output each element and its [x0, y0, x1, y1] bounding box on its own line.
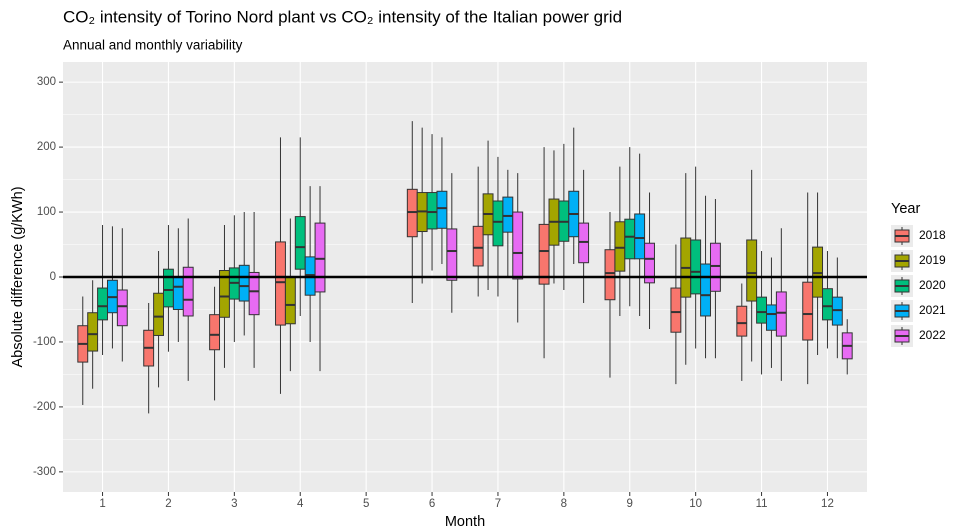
x-axis-label: Month [445, 514, 485, 530]
legend-label: 2019 [919, 253, 946, 267]
y-tick-label: 200 [37, 141, 56, 153]
legend-title: Year [891, 201, 920, 217]
box [700, 263, 711, 317]
box [275, 241, 286, 326]
y-axis-label: Absolute difference (g/KWh) [10, 186, 26, 367]
y-tick-label: -300 [33, 466, 56, 478]
box [153, 292, 165, 336]
y-tick-label: 300 [37, 76, 56, 88]
box [284, 276, 296, 325]
y-tick-label: 100 [37, 206, 56, 218]
box [472, 225, 484, 267]
y-tick-label: -100 [33, 336, 56, 348]
box [766, 304, 777, 331]
box [604, 249, 616, 301]
x-tick-label: 9 [627, 498, 633, 510]
box [709, 242, 721, 292]
box [314, 222, 326, 293]
x-tick-label: 6 [429, 498, 435, 510]
box [670, 287, 682, 333]
box [492, 200, 504, 247]
x-tick-label: 2 [165, 498, 171, 510]
box [502, 196, 514, 233]
x-tick-label: 12 [821, 498, 834, 510]
legend-label: 2022 [919, 328, 946, 342]
box [238, 264, 250, 302]
chart-subtitle: Annual and monthly variability [63, 38, 243, 53]
box [116, 289, 128, 327]
box [248, 271, 260, 316]
x-tick-label: 1 [99, 498, 105, 510]
box [690, 239, 702, 295]
box [614, 221, 626, 272]
x-tick-label: 11 [756, 498, 768, 510]
legend-label: 2021 [919, 303, 946, 317]
box [736, 305, 748, 337]
box [163, 268, 174, 308]
x-tick-label: 7 [495, 498, 501, 510]
box [775, 291, 787, 337]
x-tick-label: 8 [561, 498, 567, 510]
box [446, 228, 458, 281]
x-tick-label: 10 [689, 498, 702, 510]
y-tick-label: -200 [33, 401, 56, 413]
box [172, 276, 184, 310]
box [512, 211, 524, 280]
y-tick-label: 0 [50, 271, 56, 283]
box [624, 218, 636, 260]
box [97, 287, 108, 321]
box [538, 223, 550, 285]
box [294, 216, 306, 270]
box [644, 242, 655, 284]
box [746, 239, 758, 302]
box [822, 288, 833, 321]
box [182, 266, 194, 317]
box [436, 190, 448, 229]
chart-title: CO₂ intensity of Torino Nord plant vs CO… [63, 7, 622, 26]
box [634, 213, 646, 260]
box [426, 192, 438, 230]
box [802, 281, 814, 341]
box [209, 314, 221, 351]
box [756, 296, 767, 324]
legend-label: 2020 [919, 278, 946, 292]
box [87, 312, 99, 352]
legend-label: 2018 [919, 228, 946, 242]
x-tick-label: 5 [363, 498, 369, 510]
x-tick-label: 3 [231, 498, 237, 510]
x-tick-label: 4 [297, 498, 304, 510]
